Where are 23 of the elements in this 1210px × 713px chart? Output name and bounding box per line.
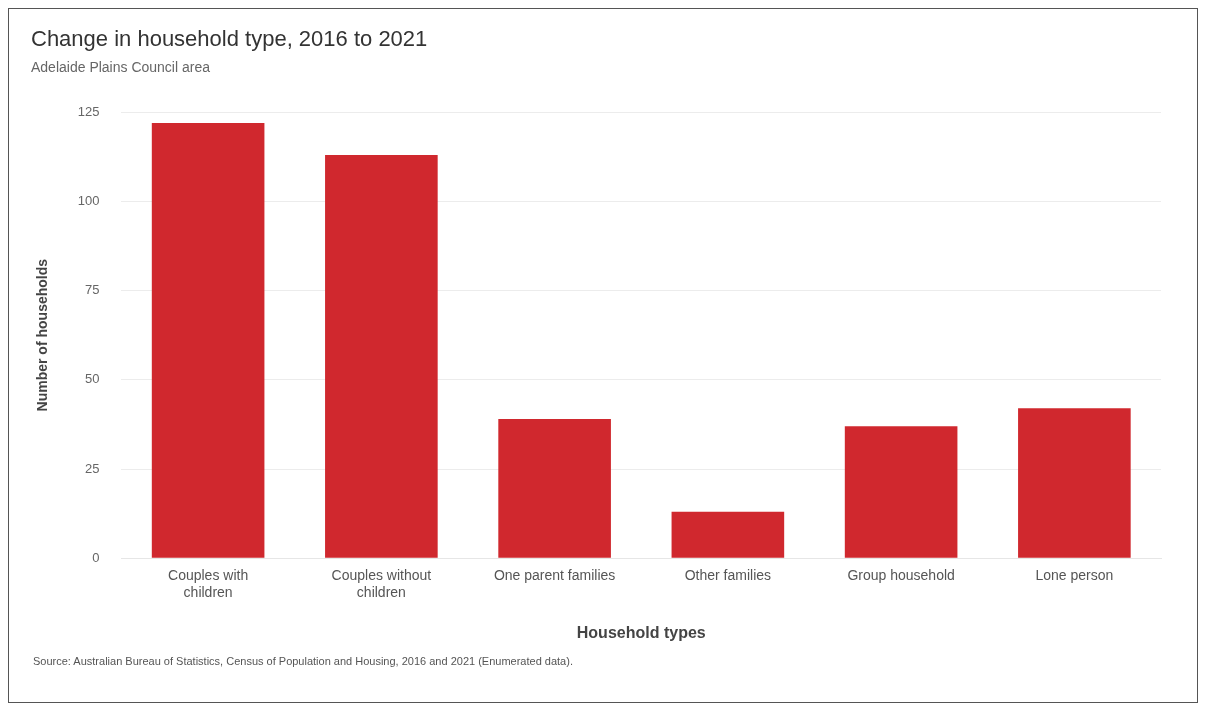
x-tick-label: Group household: [847, 567, 955, 584]
bar: [671, 511, 785, 558]
x-tick-label: One parent families: [493, 567, 616, 584]
x-tick-label: Couples without children: [331, 567, 432, 601]
bar: [1018, 408, 1131, 558]
y-tick-label: 100: [77, 192, 100, 208]
y-tick-label: 75: [85, 282, 100, 298]
y-tick-label: 25: [85, 460, 100, 476]
y-tick-label: 0: [92, 549, 100, 565]
x-tick-label: Couples with children: [168, 567, 249, 601]
x-tick-label: Other families: [684, 567, 772, 584]
bar: [844, 426, 958, 558]
x-axis-title: Household types: [576, 623, 706, 641]
x-tick-label: Lone person: [1035, 567, 1114, 584]
y-tick-label: 125: [77, 103, 100, 119]
y-axis-title: Number of households: [34, 258, 51, 412]
chart-subtitle: Adelaide Plains Council area: [31, 58, 211, 75]
chart-title: Change in household type, 2016 to 2021: [31, 26, 428, 52]
y-tick-label: 50: [85, 371, 100, 387]
source-note: Source: Australian Bureau of Statistics, Census of Population and Housing, 2016 and 2021 (Enumerated data).: [33, 655, 574, 667]
bar: [151, 122, 265, 558]
bar: [498, 419, 611, 558]
bar: [325, 155, 438, 558]
